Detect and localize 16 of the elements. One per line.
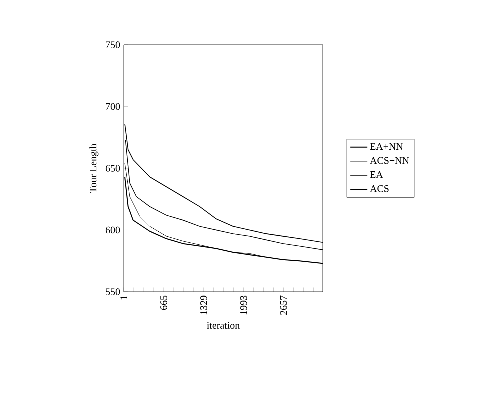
y-tick-label: 700 [106,103,120,110]
y-axis-title: Tour Length [90,144,99,193]
y-tick-label: 750 [106,42,120,48]
x-axis-title: iteration [207,322,240,329]
y-tick-label: 600 [106,226,120,234]
legend-label: EA [370,171,384,178]
x-tick-label: 1329 [200,296,208,315]
y-tick-label: 550 [106,288,120,296]
legend-label: ACS+NN [370,157,410,164]
x-tick-label: 665 [160,296,168,310]
x-tick-label: 1993 [240,296,248,315]
x-tick-label: 1 [120,296,128,300]
legend-label: ACS [370,186,389,192]
x-tick-label: 2657 [280,296,288,316]
legend-label: EA+NN [370,143,404,150]
y-tick-label: 650 [106,165,120,172]
